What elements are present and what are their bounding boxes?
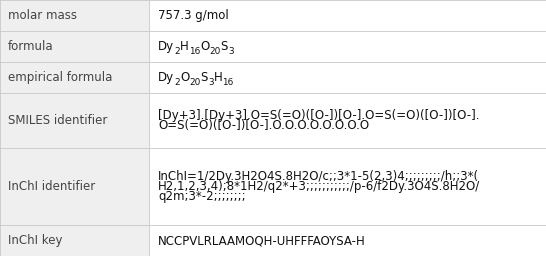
Bar <box>0 92 149 148</box>
Text: 2: 2 <box>175 78 180 87</box>
Bar <box>0 31 149 62</box>
Text: 20: 20 <box>209 47 221 56</box>
Bar <box>0 62 149 92</box>
Text: 20: 20 <box>189 78 200 87</box>
Text: O=S(=O)([O-])[O-].O.O.O.O.O.O.O.O: O=S(=O)([O-])[O-].O.O.O.O.O.O.O.O <box>158 119 370 132</box>
Text: O: O <box>180 71 189 84</box>
Text: formula: formula <box>8 40 54 53</box>
Text: molar mass: molar mass <box>8 9 77 22</box>
Text: InChI=1/2Dy.3H2O4S.8H2O/c;;3*1-5(2,3)4;;;;;;;;;/h;;3*(: InChI=1/2Dy.3H2O4S.8H2O/c;;3*1-5(2,3)4;;… <box>158 170 479 183</box>
Text: 3: 3 <box>208 78 213 87</box>
Text: Dy: Dy <box>158 40 175 53</box>
Bar <box>149 225 546 256</box>
Text: InChI key: InChI key <box>8 234 63 247</box>
Text: H: H <box>213 71 222 84</box>
Bar <box>0 225 149 256</box>
Bar <box>0 148 149 225</box>
Text: NCCPVLRLAAMOQH-UHFFFAOYSA-H: NCCPVLRLAAMOQH-UHFFFAOYSA-H <box>158 234 366 247</box>
Text: 16: 16 <box>222 78 234 87</box>
Text: O: O <box>200 40 209 53</box>
Text: S: S <box>200 71 208 84</box>
Text: q2m;3*-2;;;;;;;;: q2m;3*-2;;;;;;;; <box>158 190 246 203</box>
Bar <box>149 92 546 148</box>
Text: H: H <box>180 40 189 53</box>
Bar <box>0 0 149 31</box>
Bar <box>149 148 546 225</box>
Text: 757.3 g/mol: 757.3 g/mol <box>158 9 229 22</box>
Text: Dy: Dy <box>158 71 175 84</box>
Text: SMILES identifier: SMILES identifier <box>8 114 108 127</box>
Text: 3: 3 <box>228 47 234 56</box>
Text: 2: 2 <box>175 47 180 56</box>
Bar <box>149 31 546 62</box>
Text: S: S <box>221 40 228 53</box>
Text: InChI identifier: InChI identifier <box>8 180 96 193</box>
Text: H2,1,2,3,4);8*1H2/q2*+3;;;;;;;;;;;/p-6/f2Dy.3O4S.8H2O/: H2,1,2,3,4);8*1H2/q2*+3;;;;;;;;;;;/p-6/f… <box>158 180 480 193</box>
Text: 16: 16 <box>189 47 200 56</box>
Text: empirical formula: empirical formula <box>8 71 112 84</box>
Text: [Dy+3].[Dy+3].O=S(=O)([O-])[O-].O=S(=O)([O-])[O-].: [Dy+3].[Dy+3].O=S(=O)([O-])[O-].O=S(=O)(… <box>158 109 480 122</box>
Bar <box>149 0 546 31</box>
Bar <box>149 62 546 92</box>
